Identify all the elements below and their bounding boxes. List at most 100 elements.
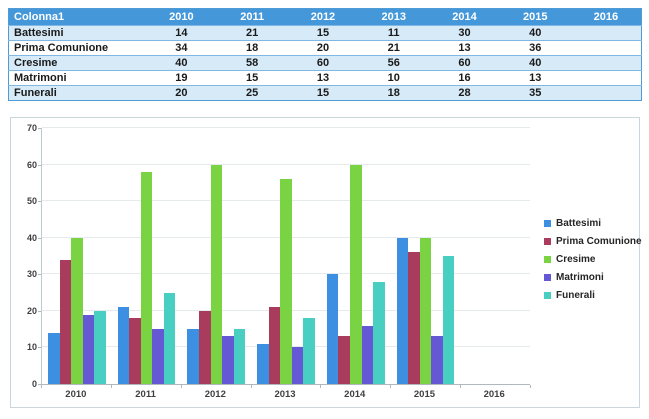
table-header-year-2010[interactable]: 2010 [146, 8, 217, 26]
table-cell-matrimoni-2013[interactable]: 10 [358, 70, 430, 86]
bar-chart[interactable]: 0 10 20 30 40 50 60 70 2010 2011 2012 2013 2014 2015… [10, 117, 642, 408]
bar-battesimi-2013[interactable] [257, 343, 269, 384]
row-label-matrimoni[interactable]: Matrimoni [8, 70, 146, 86]
bar-prima-comunione-2015[interactable] [408, 252, 420, 384]
legend-marker-battesimi [544, 219, 551, 227]
table-cell-matrimoni-2010[interactable]: 19 [146, 70, 217, 86]
bar-battesimi-2010[interactable] [48, 332, 60, 384]
table-cell-cresime-2011[interactable]: 58 [216, 55, 288, 71]
table-cell-battesimi-2010[interactable]: 14 [146, 25, 217, 41]
table-header-year-2014[interactable]: 2014 [429, 8, 500, 26]
legend-item-matrimoni[interactable]: Matrimoni [544, 268, 642, 286]
bar-funerali-2010[interactable] [94, 310, 106, 384]
bar-funerali-2014[interactable] [373, 281, 385, 384]
row-label-prima-comunione[interactable]: Prima Comunione [8, 40, 146, 56]
table-cell-cresime-2010[interactable]: 40 [146, 55, 217, 71]
table-row-cresime: Cresime 40 58 60 56 60 40 [8, 55, 642, 71]
table-header-year-2015[interactable]: 2015 [499, 8, 571, 26]
legend-item-funerali[interactable]: Funerali [544, 286, 642, 304]
bar-cresime-2014[interactable] [349, 164, 362, 384]
bar-matrimoni-2013[interactable] [291, 347, 304, 384]
table-header-year-2013[interactable]: 2013 [358, 8, 430, 26]
table-cell-cresime-2013[interactable]: 56 [358, 55, 430, 71]
y-axis-label-10: 10 [26, 342, 37, 353]
row-label-battesimi[interactable]: Battesimi [8, 25, 146, 41]
bar-matrimoni-2012[interactable] [222, 336, 234, 384]
bar-prima-comunione-2013[interactable] [268, 307, 281, 384]
y-axis-labels: 0 10 20 30 40 50 60 70 [11, 123, 37, 389]
bar-prima-comunione-2014[interactable] [338, 336, 350, 384]
bar-cresime-2012[interactable] [210, 164, 223, 384]
table-cell-cresime-2016[interactable] [570, 55, 642, 71]
table-header-colonna1[interactable]: Colonna1 [8, 8, 146, 26]
bar-cresime-2010[interactable] [71, 237, 83, 384]
bar-battesimi-2011[interactable] [117, 307, 130, 384]
table-header-year-2011[interactable]: 2011 [216, 8, 288, 26]
table-cell-prima-comunione-2011[interactable]: 18 [216, 40, 288, 56]
bar-funerali-2011[interactable] [163, 292, 176, 384]
table-cell-matrimoni-2016[interactable] [570, 70, 642, 86]
legend-item-cresime[interactable]: Cresime [544, 250, 642, 268]
table-cell-battesimi-2015[interactable]: 40 [499, 25, 571, 41]
table-cell-funerali-2012[interactable]: 15 [287, 85, 359, 101]
table-cell-battesimi-2011[interactable]: 21 [216, 25, 288, 41]
table-cell-battesimi-2012[interactable]: 15 [287, 25, 359, 41]
table-cell-matrimoni-2015[interactable]: 13 [499, 70, 571, 86]
table-cell-cresime-2015[interactable]: 40 [499, 55, 571, 71]
bar-funerali-2012[interactable] [233, 329, 246, 384]
table-cell-funerali-2011[interactable]: 25 [216, 85, 288, 101]
x-axis-label-2015: 2015 [413, 389, 436, 400]
table-cell-matrimoni-2012[interactable]: 13 [287, 70, 359, 86]
table-cell-prima-comunione-2013[interactable]: 21 [358, 40, 430, 56]
bar-battesimi-2014[interactable] [326, 274, 339, 384]
table-cell-cresime-2012[interactable]: 60 [287, 55, 359, 71]
y-axis-label-70: 70 [26, 123, 37, 133]
table-cell-battesimi-2013[interactable]: 11 [358, 25, 430, 41]
bar-cresime-2013[interactable] [280, 179, 292, 384]
table-cell-battesimi-2014[interactable]: 30 [429, 25, 500, 41]
row-label-cresime[interactable]: Cresime [8, 55, 146, 71]
bar-battesimi-2015[interactable] [396, 237, 409, 384]
chart-legend: Battesimi Prima Comunione Cresime Matrimoni… [544, 214, 642, 304]
x-axis-label-2014: 2014 [344, 389, 366, 400]
bar-prima-comunione-2010[interactable] [59, 259, 72, 384]
table-cell-prima-comunione-2015[interactable]: 36 [499, 40, 571, 56]
table-cell-prima-comunione-2012[interactable]: 20 [287, 40, 359, 56]
legend-item-prima-comunione[interactable]: Prima Comunione [544, 232, 642, 250]
table-cell-prima-comunione-2010[interactable]: 34 [146, 40, 217, 56]
x-axis-labels: 2010 2011 2012 2013 2014 2015 2016 [41, 389, 529, 400]
bar-matrimoni-2011[interactable] [152, 329, 164, 384]
table-cell-funerali-2016[interactable] [570, 85, 642, 101]
table-header-year-2016[interactable]: 2016 [570, 8, 642, 26]
bar-group-2011 [112, 128, 182, 384]
bar-funerali-2013[interactable] [303, 318, 315, 384]
bar-matrimoni-2010[interactable] [82, 314, 95, 384]
table-cell-funerali-2014[interactable]: 28 [429, 85, 500, 101]
legend-item-battesimi[interactable]: Battesimi [544, 214, 642, 232]
bar-group-2013 [251, 128, 321, 384]
bar-group-2014 [321, 128, 391, 384]
bar-funerali-2015[interactable] [442, 256, 455, 384]
bar-cresime-2011[interactable] [140, 171, 153, 384]
x-tick-6 [460, 385, 462, 388]
bar-matrimoni-2015[interactable] [431, 336, 443, 384]
bar-prima-comunione-2012[interactable] [198, 310, 211, 384]
table-cell-matrimoni-2014[interactable]: 16 [429, 70, 500, 86]
table-cell-cresime-2014[interactable]: 60 [429, 55, 500, 71]
x-tick-4 [320, 385, 322, 388]
bar-matrimoni-2014[interactable] [361, 325, 374, 384]
table-cell-battesimi-2016[interactable] [570, 25, 642, 41]
row-label-funerali[interactable]: Funerali [8, 85, 146, 101]
bar-cresime-2015[interactable] [419, 237, 432, 384]
bar-battesimi-2012[interactable] [187, 329, 199, 384]
table-cell-funerali-2010[interactable]: 20 [146, 85, 217, 101]
table-cell-prima-comunione-2014[interactable]: 13 [429, 40, 500, 56]
table-row-battesimi: Battesimi 14 21 15 11 30 40 [8, 25, 642, 41]
table-cell-prima-comunione-2016[interactable] [570, 40, 642, 56]
table-header-year-2012[interactable]: 2012 [287, 8, 359, 26]
x-axis-label-2016: 2016 [483, 389, 505, 400]
table-cell-funerali-2013[interactable]: 18 [358, 85, 430, 101]
table-cell-funerali-2015[interactable]: 35 [499, 85, 571, 101]
bar-prima-comunione-2011[interactable] [129, 318, 141, 384]
table-cell-matrimoni-2011[interactable]: 15 [216, 70, 288, 86]
